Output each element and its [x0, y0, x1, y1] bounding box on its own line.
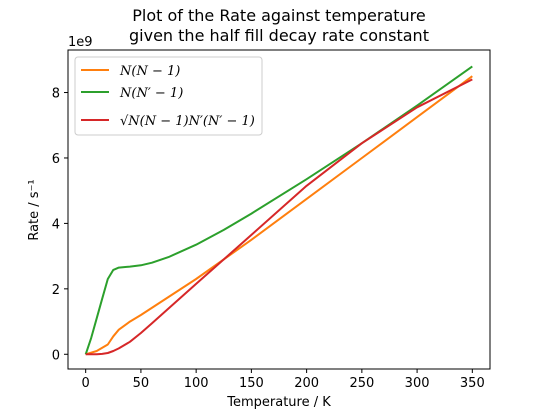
x-tick-label-100: 100: [184, 376, 209, 391]
y-tick-label-6: 6: [52, 152, 60, 167]
chart-subtitle: given the half fill decay rate constant: [129, 26, 429, 45]
series-line-3: [85, 78, 473, 356]
x-tick-label-300: 300: [405, 376, 430, 391]
series-layer: [84, 65, 473, 356]
x-tick-label-350: 350: [460, 376, 485, 391]
y-scale-label: 1e9: [68, 35, 93, 50]
y-tick-label-0: 0: [52, 348, 60, 363]
legend-box: [74, 56, 263, 136]
legend-label-3: √N(N − 1)N′(N′ − 1): [120, 114, 255, 129]
series-line-2: [84, 65, 473, 355]
series-line-1: [85, 75, 473, 356]
y-tick-label-8: 8: [52, 87, 60, 102]
legend-label-2: N(N′ − 1): [119, 86, 183, 101]
y-tick-label-2: 2: [52, 283, 60, 298]
legend: N(N − 1) N(N′ − 1) √N(N − 1)N′(N′ − 1): [74, 56, 263, 136]
x-axis-label: Temperature / K: [226, 395, 331, 410]
legend-label-1: N(N − 1): [119, 64, 180, 79]
x-tick-label-50: 50: [133, 376, 150, 391]
ticks-layer: 0 50 100 150 200 250 300 350 0 2 4 6 8: [52, 87, 485, 391]
y-axis-label: Rate / s⁻¹: [27, 179, 42, 240]
x-tick-label-200: 200: [294, 376, 319, 391]
y-tick-label-4: 4: [52, 217, 60, 232]
plot-frame: [67, 49, 491, 370]
x-tick-label-250: 250: [349, 376, 374, 391]
x-tick-label-150: 150: [239, 376, 264, 391]
chart-title: Plot of the Rate against temperature: [132, 6, 425, 25]
x-tick-label-0: 0: [82, 376, 90, 391]
